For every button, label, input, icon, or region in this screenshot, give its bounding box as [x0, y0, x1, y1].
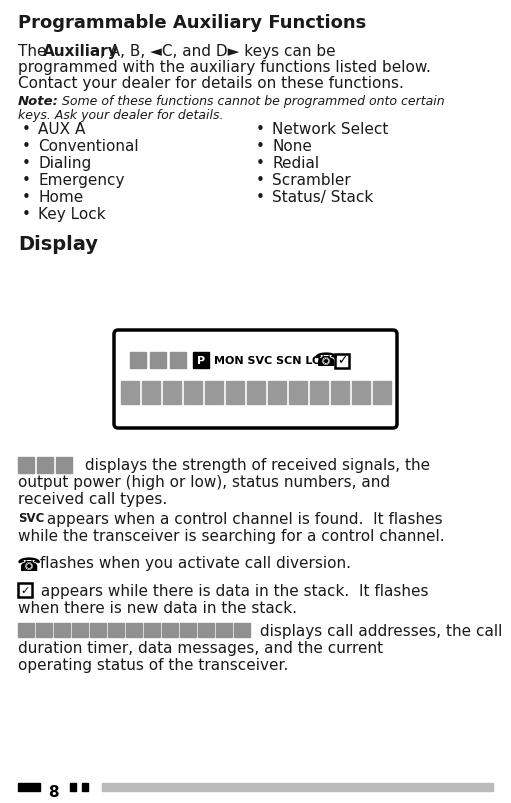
Bar: [54, 623, 70, 638]
Text: •: •: [22, 190, 31, 205]
Text: •: •: [256, 156, 265, 171]
Text: , A, B, ◄C, and D► keys can be: , A, B, ◄C, and D► keys can be: [100, 44, 336, 59]
Bar: [142, 381, 159, 405]
Text: Network Select: Network Select: [272, 122, 388, 137]
Text: Auxiliary: Auxiliary: [43, 44, 119, 59]
Bar: [373, 381, 390, 405]
Text: operating status of the transceiver.: operating status of the transceiver.: [18, 657, 288, 672]
Text: when there is new data in the stack.: when there is new data in the stack.: [18, 601, 297, 615]
Bar: [225, 381, 244, 405]
Bar: [72, 623, 88, 638]
Bar: [352, 381, 369, 405]
Text: appears when a control channel is found.  It flashes: appears when a control channel is found.…: [42, 512, 443, 526]
Text: •: •: [22, 206, 31, 222]
Text: flashes when you activate call diversion.: flashes when you activate call diversion…: [35, 556, 351, 570]
Bar: [289, 381, 307, 405]
Text: duration timer, data messages, and the current: duration timer, data messages, and the c…: [18, 640, 383, 655]
FancyBboxPatch shape: [114, 331, 397, 429]
Bar: [36, 623, 52, 638]
Bar: [18, 783, 40, 791]
Text: displays call addresses, the call: displays call addresses, the call: [255, 623, 502, 638]
Bar: [183, 381, 201, 405]
Bar: [144, 623, 160, 638]
Text: Contact your dealer for details on these functions.: Contact your dealer for details on these…: [18, 76, 404, 91]
Text: Dialing: Dialing: [38, 156, 91, 171]
Text: Some of these functions cannot be programmed onto certain: Some of these functions cannot be progra…: [54, 95, 445, 108]
Bar: [37, 458, 53, 474]
Bar: [267, 381, 286, 405]
Text: displays the strength of received signals, the: displays the strength of received signal…: [80, 458, 430, 472]
Text: keys. Ask your dealer for details.: keys. Ask your dealer for details.: [18, 109, 223, 122]
Bar: [331, 381, 349, 405]
Text: Redial: Redial: [272, 156, 319, 171]
Bar: [130, 353, 146, 369]
Text: programmed with the auxiliary functions listed below.: programmed with the auxiliary functions …: [18, 60, 431, 75]
Text: Home: Home: [38, 190, 83, 205]
Text: AUX A: AUX A: [38, 122, 85, 137]
Text: •: •: [22, 139, 31, 154]
Text: Emergency: Emergency: [38, 173, 125, 188]
Bar: [193, 353, 209, 369]
Bar: [204, 381, 222, 405]
Text: •: •: [22, 173, 31, 188]
Text: ☎: ☎: [314, 351, 338, 370]
Text: Display: Display: [18, 234, 98, 254]
Text: •: •: [256, 173, 265, 188]
Text: •: •: [256, 122, 265, 137]
Bar: [335, 355, 349, 369]
Text: received call types.: received call types.: [18, 491, 167, 507]
Text: The: The: [18, 44, 52, 59]
Text: ✓: ✓: [337, 354, 347, 367]
Bar: [90, 623, 106, 638]
Text: ✓: ✓: [20, 585, 30, 595]
Text: P: P: [197, 356, 205, 365]
Text: SVC: SVC: [18, 512, 44, 524]
Bar: [234, 623, 250, 638]
Text: Note:: Note:: [18, 95, 59, 108]
Bar: [82, 783, 88, 791]
Bar: [18, 623, 34, 638]
Text: •: •: [256, 139, 265, 154]
Bar: [246, 381, 265, 405]
Bar: [150, 353, 166, 369]
Text: Conventional: Conventional: [38, 139, 138, 154]
Bar: [180, 623, 196, 638]
Text: 8: 8: [48, 784, 59, 799]
Bar: [102, 783, 493, 791]
Text: None: None: [272, 139, 312, 154]
Text: •: •: [256, 190, 265, 205]
Bar: [162, 381, 180, 405]
Text: Scrambler: Scrambler: [272, 173, 351, 188]
Bar: [70, 783, 76, 791]
Bar: [56, 458, 72, 474]
Text: Key Lock: Key Lock: [38, 206, 106, 222]
Bar: [126, 623, 142, 638]
Bar: [18, 458, 34, 474]
Text: appears while there is data in the stack.  It flashes: appears while there is data in the stack…: [36, 583, 429, 598]
Text: Status/ Stack: Status/ Stack: [272, 190, 373, 205]
Text: Programmable Auxiliary Functions: Programmable Auxiliary Functions: [18, 14, 366, 32]
Bar: [18, 583, 32, 597]
Text: •: •: [22, 122, 31, 137]
Bar: [198, 623, 214, 638]
Text: ☎: ☎: [17, 556, 41, 574]
Bar: [216, 623, 232, 638]
Text: •: •: [22, 156, 31, 171]
Bar: [162, 623, 178, 638]
Bar: [108, 623, 124, 638]
Bar: [170, 353, 186, 369]
Text: while the transceiver is searching for a control channel.: while the transceiver is searching for a…: [18, 528, 445, 544]
Text: output power (high or low), status numbers, and: output power (high or low), status numbe…: [18, 475, 390, 489]
Bar: [310, 381, 328, 405]
Bar: [121, 381, 138, 405]
Text: MON SVC SCN LO: MON SVC SCN LO: [214, 356, 321, 365]
